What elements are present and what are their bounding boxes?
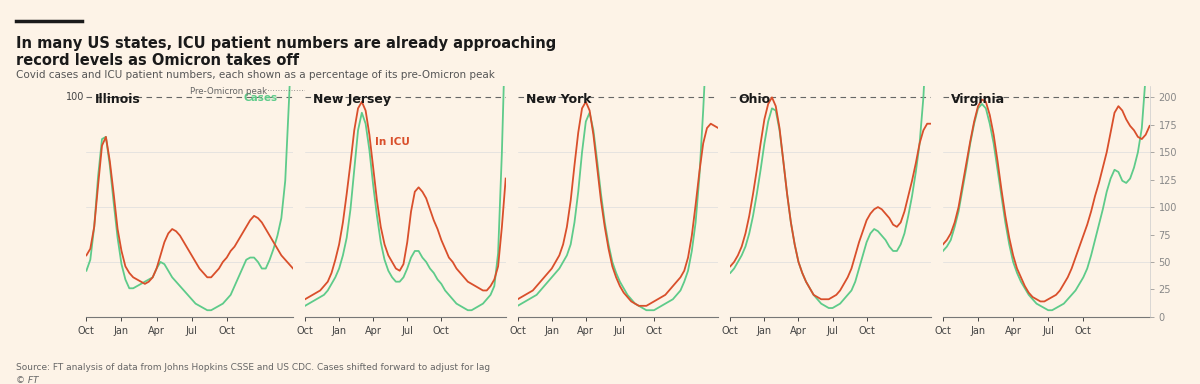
- Text: Source: FT analysis of data from Johns Hopkins CSSE and US CDC. Cases shifted fo: Source: FT analysis of data from Johns H…: [16, 363, 490, 372]
- Text: Pre-Omicron peak·····················: Pre-Omicron peak·····················: [190, 87, 322, 96]
- Text: In ICU: In ICU: [376, 137, 410, 147]
- Text: Cases: Cases: [244, 93, 277, 103]
- Text: New York: New York: [526, 93, 592, 106]
- Text: New Jersey: New Jersey: [313, 93, 391, 106]
- Text: record levels as Omicron takes off: record levels as Omicron takes off: [16, 53, 299, 68]
- Text: © FT: © FT: [16, 376, 38, 384]
- Text: Ohio: Ohio: [738, 93, 770, 106]
- Text: Illinois: Illinois: [95, 93, 140, 106]
- Text: Covid cases and ICU patient numbers, each shown as a percentage of its pre-Omicr: Covid cases and ICU patient numbers, eac…: [16, 70, 494, 80]
- Text: 100: 100: [66, 93, 84, 103]
- Text: Virginia: Virginia: [952, 93, 1006, 106]
- Text: In many US states, ICU patient numbers are already approaching: In many US states, ICU patient numbers a…: [16, 36, 556, 51]
